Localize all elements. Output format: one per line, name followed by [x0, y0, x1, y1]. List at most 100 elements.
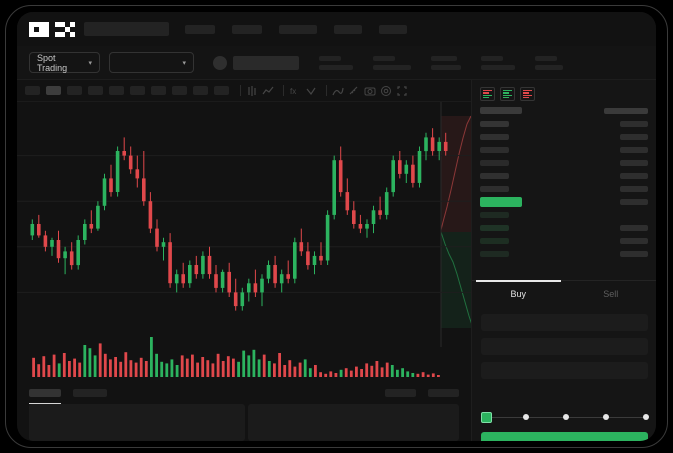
order-entry-form [472, 306, 656, 386]
orderbook-size-cell [620, 198, 648, 205]
orderbook-size-cell [620, 250, 648, 257]
tab-order-history[interactable] [73, 389, 107, 397]
orderbook-header[interactable] [480, 106, 648, 115]
orderbook-rows[interactable] [472, 106, 656, 258]
orderbook-ask-row[interactable] [480, 132, 648, 141]
orders-actions [373, 389, 459, 397]
orderbook-bid-row[interactable] [480, 223, 648, 232]
orderbook-mode-both[interactable] [480, 87, 495, 101]
orderbook-mode-bids[interactable] [500, 87, 515, 101]
submit-buy-button[interactable] [481, 432, 648, 441]
nav-item-5[interactable] [379, 24, 407, 34]
orderbook-price-cell [480, 133, 509, 140]
slider-stop-75[interactable] [603, 414, 609, 420]
timeframe-1h[interactable] [109, 86, 124, 95]
orderbook-size-cell [620, 120, 648, 127]
order-total-field[interactable] [481, 362, 648, 379]
slider-stop-25[interactable] [523, 414, 529, 420]
orderbook-price-cell [480, 196, 522, 207]
logo-pixel [39, 31, 45, 37]
orderbook-ask-row[interactable] [480, 145, 648, 154]
pair-name-placeholder [233, 55, 299, 70]
global-search-input[interactable] [84, 22, 169, 36]
orderbook-mode-bar [503, 96, 509, 98]
fullscreen-icon[interactable] [396, 85, 408, 97]
chart-settings-icon[interactable] [305, 85, 317, 97]
order-amount-field[interactable] [481, 338, 648, 355]
nav-item-4[interactable] [334, 24, 362, 34]
stat-24h-high [431, 55, 461, 70]
slider-handle[interactable] [480, 412, 492, 423]
action-cancel-all[interactable] [428, 389, 459, 397]
orderbook-price-cell [480, 120, 509, 127]
timeframe-4h[interactable] [130, 86, 145, 95]
orderbook-mode-bar [523, 96, 529, 98]
nav-item-2[interactable] [232, 24, 262, 34]
trendline-icon[interactable] [332, 85, 344, 97]
camera-icon[interactable] [364, 85, 376, 97]
orderbook-best-price[interactable] [480, 196, 648, 207]
orderbook-mode-bar [503, 92, 509, 94]
stat-last-price [319, 55, 353, 70]
orderbook-bid-row[interactable] [480, 210, 648, 219]
orderbook-size-cell [620, 237, 648, 244]
top-navigation-bar [17, 12, 656, 46]
order-percent-slider[interactable] [480, 412, 649, 424]
orderbook-mode-bar [523, 90, 532, 92]
tab-buy[interactable]: Buy [472, 280, 565, 306]
logo-pixel [54, 21, 60, 27]
stat-24h-change [373, 55, 411, 70]
price-chart-area[interactable] [17, 102, 471, 382]
nav-item-1[interactable] [185, 24, 215, 34]
orderbook-ask-row[interactable] [480, 184, 648, 193]
orderbook-mode-asks[interactable] [520, 87, 535, 101]
slider-stop-100[interactable] [643, 414, 649, 420]
orderbook-ask-row[interactable] [480, 119, 648, 128]
alert-icon[interactable] [380, 85, 392, 97]
tab-open-orders[interactable] [29, 389, 61, 404]
slider-stop-50[interactable] [563, 414, 569, 420]
timeframe-1d[interactable] [151, 86, 166, 95]
orderbook-price-cell [480, 237, 509, 244]
orderbook-bid-row[interactable] [480, 236, 648, 245]
logo-pixel [54, 31, 60, 37]
timeframe-1w[interactable] [172, 86, 187, 95]
indicators-icon[interactable]: fx [289, 85, 301, 97]
instrument-bar: Spot Trading ▾ ▾ [17, 46, 656, 80]
timeframe-15m[interactable] [67, 86, 82, 95]
logo-pixel [69, 31, 75, 37]
orderbook-ask-row[interactable] [480, 158, 648, 167]
bottom-panel-left [29, 404, 245, 441]
tab-sell[interactable]: Sell [603, 288, 619, 299]
orderbook-size-cell [620, 159, 648, 166]
line-chart-icon[interactable] [262, 85, 274, 97]
timeframe-1mo[interactable] [193, 86, 208, 95]
candlestick-chart[interactable] [17, 102, 471, 382]
orderbook-price-cell [480, 250, 509, 257]
candlestick-chart-icon[interactable] [246, 85, 258, 97]
order-price-field[interactable] [481, 314, 648, 331]
app-screen: Spot Trading ▾ ▾ fx [17, 12, 656, 441]
action-hide-other-pairs[interactable] [385, 389, 416, 397]
chart-tool-icons: fx [246, 85, 412, 97]
orderbook-price-cell [480, 159, 509, 166]
stat-label [319, 55, 341, 61]
trading-mode-selector[interactable]: Spot Trading ▾ [29, 52, 100, 73]
orderbook-price-cell [480, 172, 509, 179]
timeframe-5m[interactable] [46, 86, 61, 95]
trading-pair-selector[interactable]: ▾ [109, 52, 194, 73]
orderbook-bid-row[interactable] [480, 249, 648, 258]
okx-logo[interactable] [29, 21, 75, 37]
logo-pixel [34, 31, 40, 37]
timeframe-1m[interactable] [25, 86, 40, 95]
orderbook-ask-row[interactable] [480, 171, 648, 180]
ruler-icon[interactable] [348, 85, 360, 97]
toolbar-divider [283, 85, 284, 96]
orderbook-mode-bar [483, 96, 489, 98]
orderbook-price-cell [480, 211, 509, 218]
timeframe-selector [25, 86, 235, 95]
timeframe-30m[interactable] [88, 86, 103, 95]
logo-pixel [29, 21, 35, 27]
nav-item-3[interactable] [279, 24, 317, 34]
timeframe-more[interactable] [214, 86, 229, 95]
